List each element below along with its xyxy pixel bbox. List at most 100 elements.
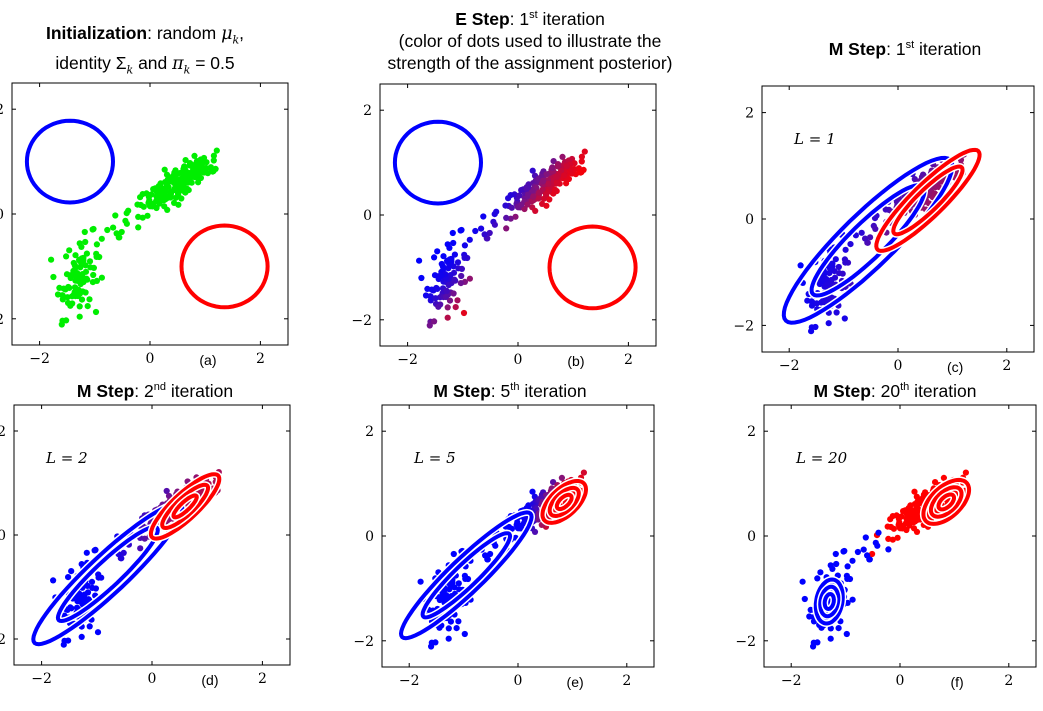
data-point	[874, 542, 881, 549]
data-point	[88, 578, 96, 586]
data-point	[812, 323, 819, 331]
y-tick-label: 0	[363, 208, 372, 224]
data-point	[835, 263, 842, 271]
data-point	[833, 560, 840, 568]
gaussian-contour	[874, 147, 982, 253]
data-point	[462, 575, 469, 583]
data-point	[210, 152, 217, 159]
x-tick-label: 2	[258, 671, 267, 687]
x-tick-label: 2	[622, 673, 631, 689]
data-point	[184, 185, 191, 192]
data-point	[68, 568, 75, 575]
data-point	[120, 549, 127, 557]
x-tick-label: −2	[397, 352, 418, 368]
data-point	[86, 258, 94, 265]
data-point	[446, 256, 453, 263]
data-point	[104, 226, 111, 234]
data-point	[858, 229, 865, 236]
panel-d: −2 0 2 2 0 −2 (d) L = 2	[0, 404, 291, 688]
data-point	[458, 272, 465, 280]
gaussian-contour	[809, 183, 927, 298]
data-point	[478, 225, 485, 232]
data-point	[416, 257, 423, 264]
data-point	[529, 488, 536, 495]
data-point	[461, 254, 468, 261]
data-point	[167, 194, 174, 201]
data-point	[440, 253, 447, 260]
data-point	[177, 187, 184, 194]
gaussian-contour	[179, 223, 270, 310]
data-point	[480, 213, 487, 220]
data-point	[445, 281, 452, 289]
gaussian-contour	[55, 524, 160, 624]
data-point	[906, 522, 913, 529]
data-point	[503, 225, 510, 232]
data-point	[829, 565, 836, 573]
title-c: M Step: 1st iteration	[828, 39, 982, 59]
data-point	[89, 279, 96, 286]
data-point	[172, 194, 179, 201]
gaussian-contour	[420, 531, 513, 620]
data-point	[827, 625, 834, 632]
gaussian-contour	[936, 492, 956, 512]
data-point	[536, 189, 543, 196]
data-point	[797, 262, 804, 269]
data-point	[814, 575, 821, 582]
data-point	[550, 479, 557, 486]
data-point	[844, 563, 851, 570]
data-point	[455, 618, 462, 625]
gaussian-contour	[921, 477, 972, 526]
data-point	[492, 542, 499, 549]
panel-label: (e)	[567, 674, 584, 690]
data-point	[867, 234, 874, 241]
data-point	[807, 606, 814, 614]
data-point	[849, 596, 856, 603]
gaussian-contour	[540, 479, 589, 525]
x-tick-label: 2	[1002, 358, 1011, 374]
gaussian-contour	[392, 119, 484, 206]
data-point	[862, 534, 869, 541]
data-point	[841, 315, 848, 322]
data-point	[426, 322, 433, 329]
data-point	[168, 188, 175, 195]
data-point	[847, 241, 854, 248]
data-point	[578, 158, 585, 165]
data-point	[940, 474, 948, 481]
gaussian-contour	[148, 472, 222, 541]
data-point	[210, 157, 217, 164]
data-point	[932, 479, 939, 486]
data-point	[150, 200, 157, 207]
data-point	[486, 229, 493, 237]
data-point	[134, 201, 141, 208]
data-point	[451, 251, 458, 258]
data-point	[872, 225, 879, 232]
data-point	[890, 525, 898, 532]
gaussian-contour	[171, 493, 199, 520]
data-point	[58, 321, 65, 328]
data-point	[461, 630, 468, 638]
data-point	[85, 596, 92, 603]
data-point	[83, 549, 90, 556]
data-point	[156, 200, 163, 207]
data-point	[434, 248, 441, 255]
title-f: M Step: 20th iteration	[813, 381, 977, 401]
data-point	[98, 235, 105, 242]
data-point	[455, 580, 462, 587]
y-tick-label: 2	[0, 424, 6, 440]
data-point	[432, 295, 439, 302]
gaussian-contour	[891, 164, 965, 237]
x-tick-label: 0	[148, 671, 157, 687]
data-point	[135, 213, 142, 220]
data-point	[835, 625, 842, 632]
panel-f: −2 0 2 2 0 −2 (f) L = 20	[735, 404, 1037, 690]
data-point	[503, 214, 510, 221]
y-tick-label: 2	[0, 102, 4, 118]
y-tick-label: −2	[0, 632, 6, 648]
data-point	[529, 167, 536, 174]
data-point	[554, 163, 561, 170]
data-point	[453, 625, 460, 632]
data-point	[92, 585, 99, 592]
data-point	[801, 595, 808, 603]
data-point	[447, 618, 454, 625]
